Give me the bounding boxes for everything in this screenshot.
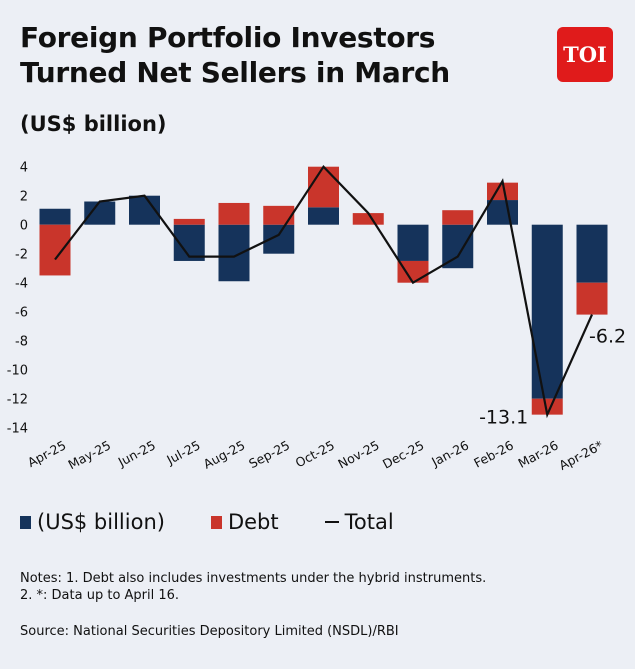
source: Source: National Securities Depository L… [20,624,399,639]
debt-bar [576,282,608,315]
legend-debt: Debt [210,510,279,534]
legend-equity: (US$ billion) [20,510,165,534]
debt-bar [218,202,250,225]
y-tick-label: 4 [20,161,28,176]
equity-bar [218,224,250,282]
y-tick-label: -4 [15,277,28,292]
equity-bar [84,201,116,225]
y-tick-label: -2 [15,248,28,263]
equity-bar [531,224,563,399]
y-tick-label: -12 [7,393,28,408]
debt-bar [442,210,474,225]
y-tick-label: -6 [15,306,28,321]
chart-title: Foreign Portfolio Investors Turned Net Se… [20,20,450,90]
y-tick-label: -10 [7,364,28,379]
annotation-mar-26: -13.1 [479,407,528,429]
note-1: Notes: 1. Debt also includes investments… [20,571,487,586]
x-tick-label: Dec-25 [380,437,426,471]
debt-bar [173,218,205,225]
x-tick-label: Apr-25 [25,437,68,470]
debt-bar [352,213,384,225]
equity-bar [39,208,71,225]
x-tick-label: Mar-26 [515,437,560,471]
x-tick-label: Jul-25 [163,437,202,467]
y-tick-label: -8 [15,335,28,350]
title-line-2: Turned Net Sellers in March [20,56,450,89]
debt-swatch [210,515,222,529]
legend-equity-label: (US$ billion) [37,510,165,534]
equity-swatch [20,515,31,529]
equity-bar [442,224,474,269]
x-tick-label: Feb-26 [471,437,516,470]
x-tick-label: Jan-26 [428,437,471,469]
y-tick-label: -14 [7,422,28,437]
equity-bar [397,224,429,261]
debt-bar [308,166,339,208]
legend-debt-label: Debt [227,510,279,534]
equity-bar [576,224,608,283]
y-tick-label: 0 [20,219,28,234]
x-tick-label: May-25 [65,437,113,472]
y-tick-label: 2 [20,190,28,205]
total-swatch [324,521,339,523]
chart-subtitle: (US$ billion) [20,112,167,136]
notes: Notes: 1. Debt also includes investments… [20,570,486,604]
debt-bar [263,205,295,225]
note-2: 2. *: Data up to April 16. [20,588,180,603]
legend: (US$ billion) Debt Total [20,510,440,534]
debt-bar [39,224,71,276]
title-line-1: Foreign Portfolio Investors [20,21,436,54]
legend-total-label: Total [344,510,394,534]
toi-logo: TOI [557,27,613,82]
equity-bar [487,200,518,225]
x-tick-label: Nov-25 [335,437,381,471]
x-tick-label: Sep-25 [246,437,292,471]
logo-text: TOI [563,42,607,67]
x-tick-label: Oct-25 [293,437,337,470]
total-line [54,164,594,419]
x-tick-label: Apr-26* [556,437,605,473]
equity-bar [308,207,339,225]
x-tick-label: Aug-25 [201,437,248,471]
annotation-apr-26: -6.2 [589,326,626,348]
legend-total: Total [324,510,394,534]
debt-bar [531,398,563,415]
x-tick-label: Jun-25 [115,437,158,469]
